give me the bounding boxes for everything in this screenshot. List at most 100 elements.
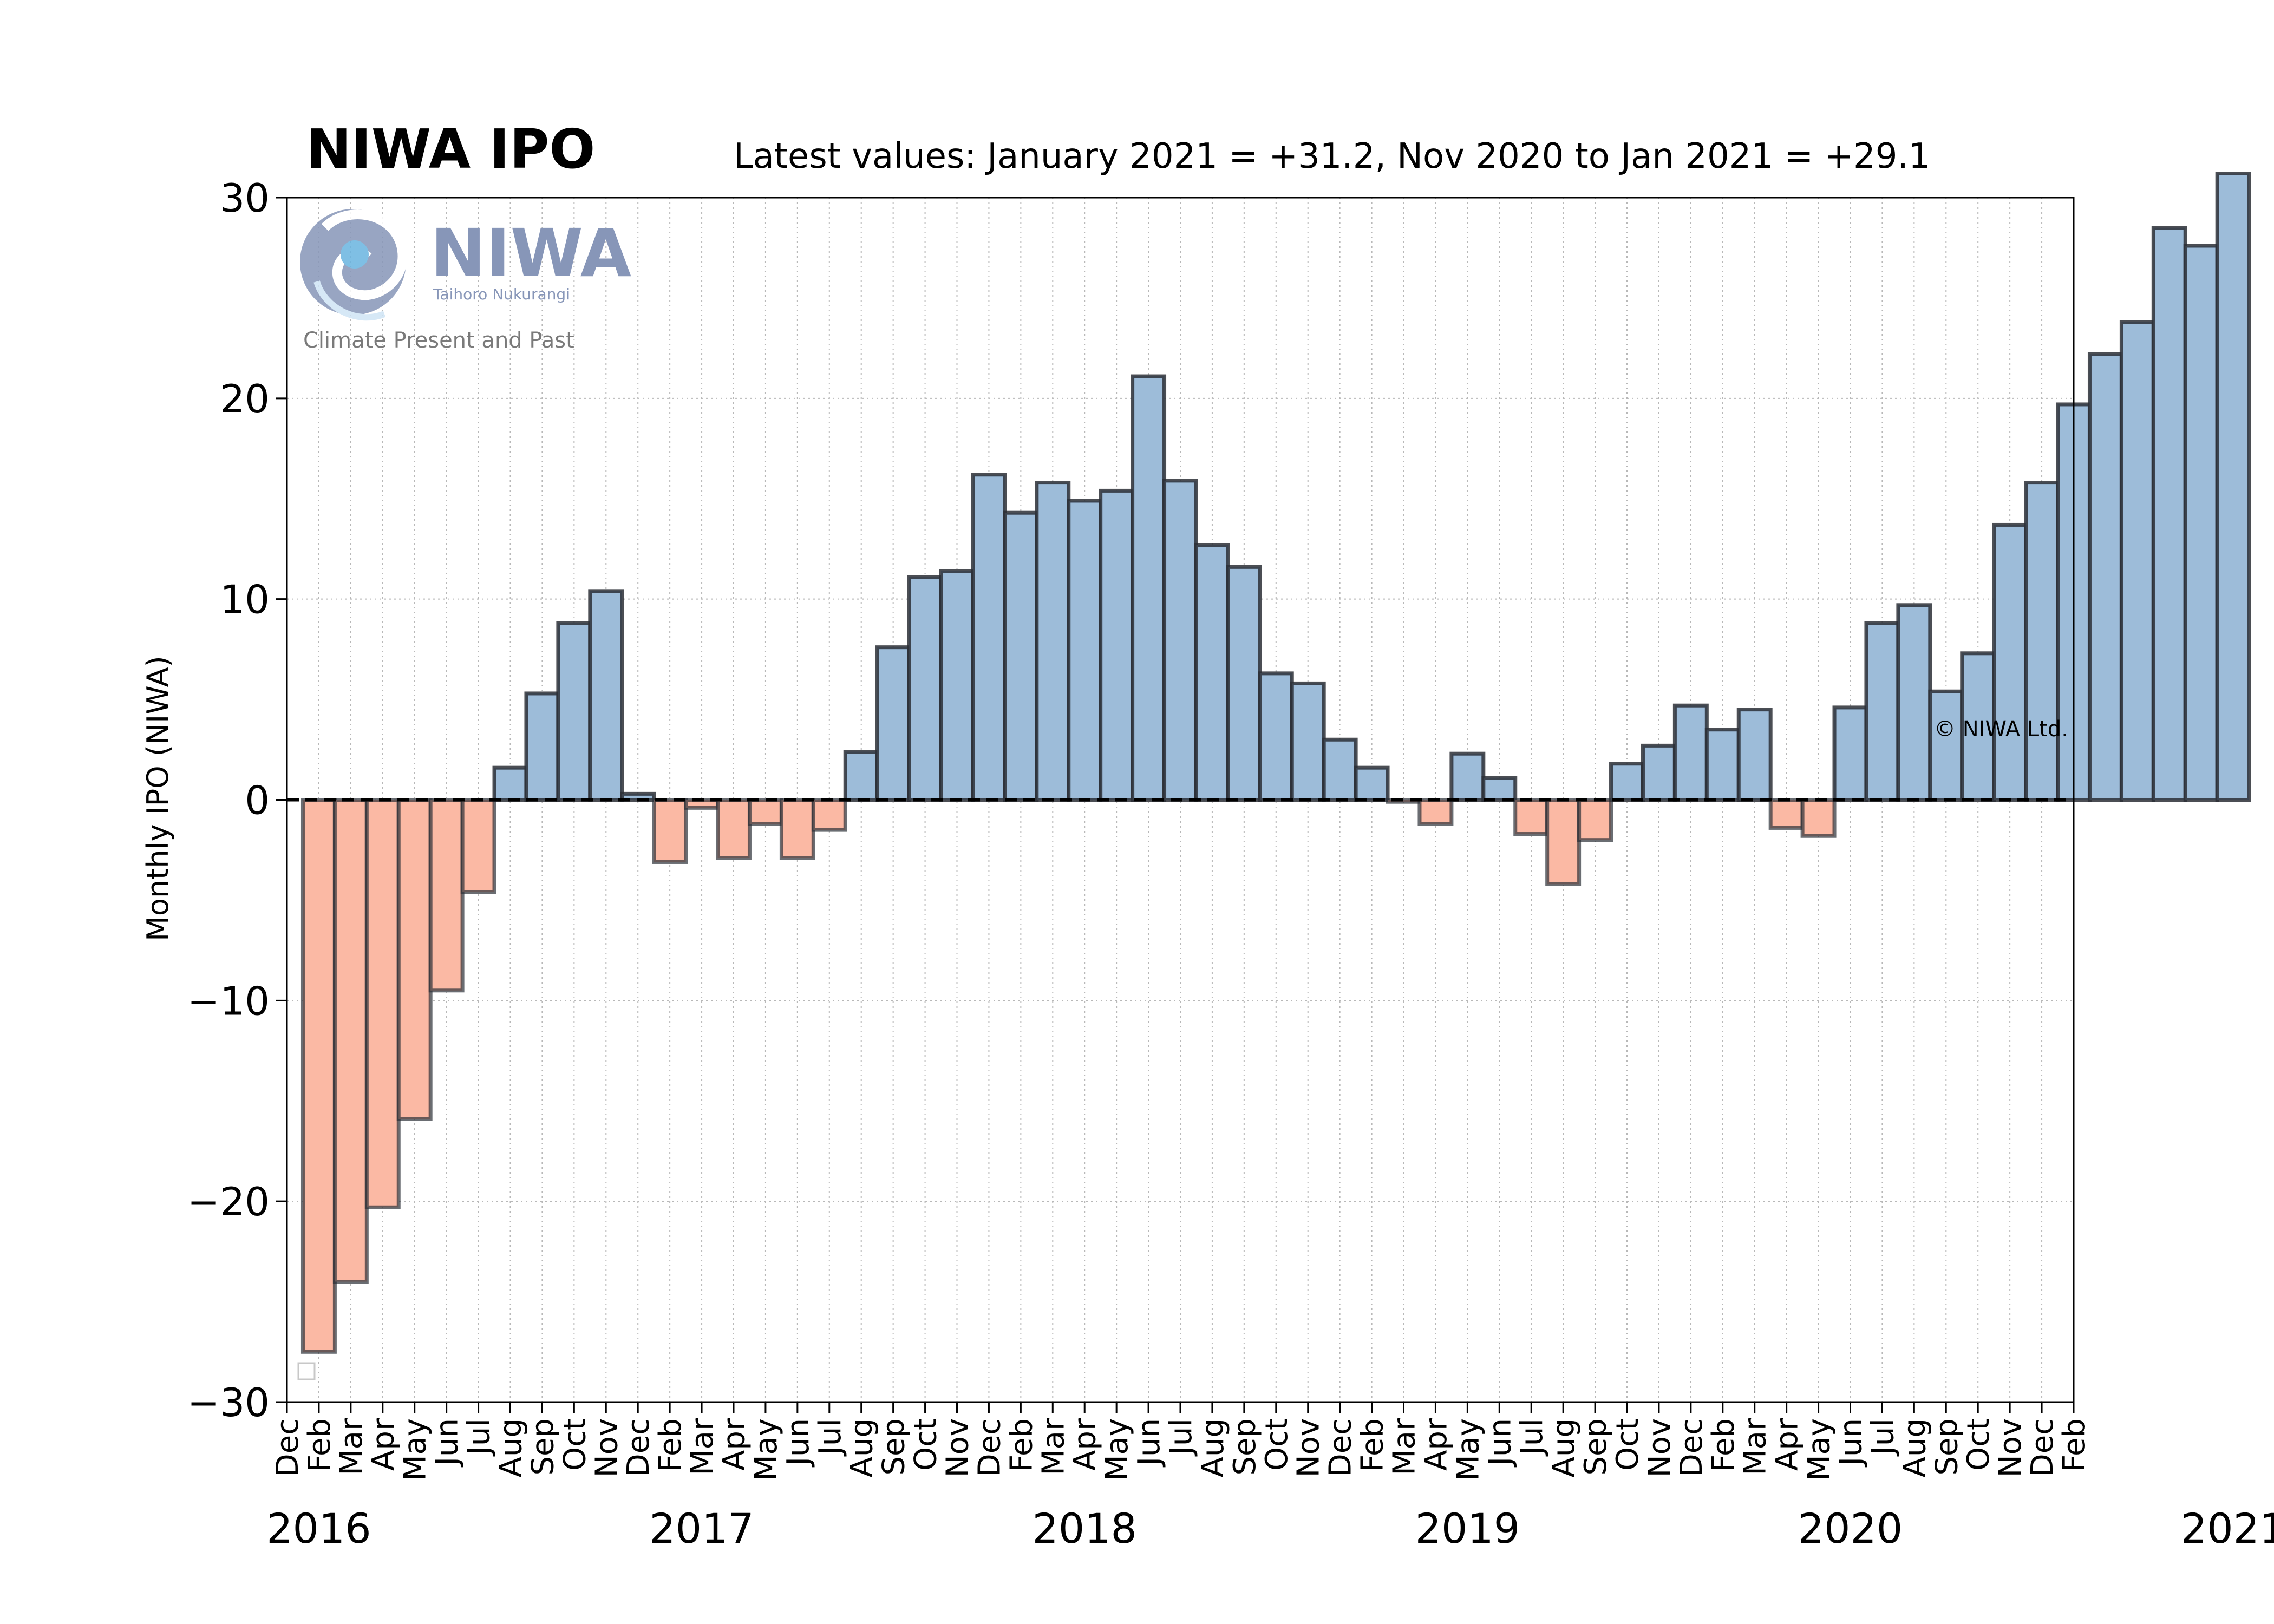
x-tick-label: Nov	[1642, 1418, 1677, 1477]
bar-2018-02	[1099, 488, 1135, 802]
x-tick-label: Aug	[1546, 1418, 1582, 1477]
x-tick-label: Jul	[1514, 1418, 1550, 1457]
bar-2019-02	[1481, 776, 1518, 802]
bar-2016-10	[588, 589, 624, 802]
bar-2018-05	[1194, 543, 1230, 802]
bar-2018-03	[1131, 374, 1167, 802]
bar-2019-06	[1609, 762, 1645, 802]
bar-2016-06	[460, 798, 496, 894]
bar-2019-11	[1768, 798, 1805, 830]
bar-2018-07	[1258, 671, 1294, 802]
x-tick-label: Dec	[972, 1418, 1007, 1477]
x-tick-label: Feb	[1355, 1418, 1390, 1472]
bar-2018-08	[1290, 681, 1326, 802]
x-tick-label: Feb	[653, 1418, 688, 1472]
bar-2016-02	[332, 798, 369, 1284]
y-tick-label: 10	[220, 577, 270, 623]
y-tick-label: −10	[187, 978, 270, 1024]
year-label: 2018	[1033, 1504, 1137, 1553]
x-tick-label: Nov	[940, 1418, 976, 1477]
bar-2020-09	[2087, 352, 2123, 802]
bar-2020-04	[1928, 689, 1964, 802]
x-tick-label: Mar	[1387, 1418, 1422, 1476]
x-tick-label: Sep	[525, 1418, 560, 1476]
x-tick-label: Sep	[1578, 1418, 1613, 1476]
x-tick-label: Aug	[1897, 1418, 1932, 1477]
x-tick-label: Jul	[1865, 1418, 1900, 1457]
niwa-swirl-logo-icon	[300, 209, 408, 321]
x-tick-label: Jun	[1482, 1418, 1518, 1468]
x-tick-label: Aug	[845, 1418, 880, 1477]
bar-2018-10	[1354, 765, 1390, 802]
bar-2016-12	[652, 798, 688, 864]
x-tick-label: Dec	[1323, 1418, 1358, 1477]
bar-2016-08	[524, 691, 560, 802]
x-tick-label: Oct	[557, 1418, 592, 1471]
bar-2017-08	[907, 575, 943, 802]
bar-2018-09	[1322, 737, 1358, 802]
year-label: 2019	[1415, 1504, 1520, 1553]
bar-2016-04	[396, 798, 433, 1121]
x-tick-label: Apr	[717, 1418, 752, 1471]
x-tick-label: Nov	[1291, 1418, 1327, 1477]
x-tick-label: Sep	[1929, 1418, 1964, 1476]
bar-2018-06	[1226, 565, 1262, 802]
bar-2019-07	[1641, 743, 1677, 802]
x-tick-label: Oct	[1610, 1418, 1645, 1471]
x-tick-label: Nov	[589, 1418, 624, 1477]
x-tick-label: Feb	[1004, 1418, 1039, 1472]
niwa-watermark: NIWA Taihoro Nukurangi Climate Present a…	[300, 209, 631, 353]
legend-marker	[297, 1362, 316, 1380]
bar-2019-12	[1800, 798, 1837, 838]
x-tick-label: Mar	[334, 1418, 369, 1476]
y-tick-label: 20	[220, 376, 270, 422]
x-tick-label: Aug	[1195, 1418, 1231, 1477]
niwa-logo-text: NIWA	[430, 215, 631, 292]
bar-2017-09	[939, 569, 975, 802]
niwa-logo-tagline: Taihoro Nukurangi	[433, 285, 570, 303]
x-tick-label: Mar	[1036, 1418, 1071, 1476]
x-tick-label: Sep	[877, 1418, 912, 1476]
bar-2019-03	[1513, 798, 1550, 836]
x-tick-label: Sep	[1227, 1418, 1263, 1476]
x-tick-label: Jul	[462, 1418, 497, 1457]
bar-2020-11	[2151, 226, 2187, 802]
bar-2016-03	[364, 798, 401, 1209]
bar-2019-04	[1545, 798, 1582, 886]
bar-2020-01	[1832, 705, 1868, 802]
chart-title: NIWA IPO	[306, 117, 595, 181]
x-tick-label: Nov	[1993, 1418, 2028, 1477]
x-tick-label: Jul	[813, 1418, 848, 1457]
x-tick-label: Dec	[270, 1418, 305, 1477]
bar-2017-05	[811, 798, 847, 832]
bar-2019-05	[1577, 798, 1613, 842]
x-tick-label: Oct	[1259, 1418, 1295, 1471]
bar-2020-02	[1864, 621, 1900, 802]
year-label: 2016	[266, 1504, 371, 1553]
x-tick-label: Mar	[685, 1418, 720, 1476]
bar-2017-03	[747, 798, 783, 826]
x-tick-label: Dec	[2025, 1418, 2060, 1477]
bar-2019-09	[1704, 728, 1741, 802]
x-tick-label: May	[398, 1418, 433, 1481]
bar-2020-12	[2183, 244, 2219, 802]
bar-2021-01	[2215, 172, 2251, 802]
bar-2020-07	[2024, 481, 2060, 802]
x-tick-label: Apr	[1419, 1418, 1454, 1471]
x-tick-label: Jun	[430, 1418, 465, 1468]
bar-2017-12	[1035, 481, 1071, 802]
bar-2019-01	[1449, 751, 1486, 802]
bar-2020-10	[2119, 320, 2155, 802]
bar-2018-04	[1162, 479, 1198, 802]
bar-2017-07	[875, 645, 911, 802]
bar-2018-01	[1067, 499, 1103, 802]
bar-2020-06	[1992, 522, 2028, 802]
watermark-caption: Climate Present and Past	[303, 328, 574, 353]
x-tick-label: Oct	[909, 1418, 944, 1471]
y-tick-label: 0	[245, 778, 270, 823]
bar-2018-12	[1417, 798, 1454, 826]
year-label: 2017	[649, 1504, 754, 1553]
y-axis-label: Monthly IPO (NIWA)	[141, 656, 175, 941]
x-tick-label: Feb	[1706, 1418, 1741, 1472]
